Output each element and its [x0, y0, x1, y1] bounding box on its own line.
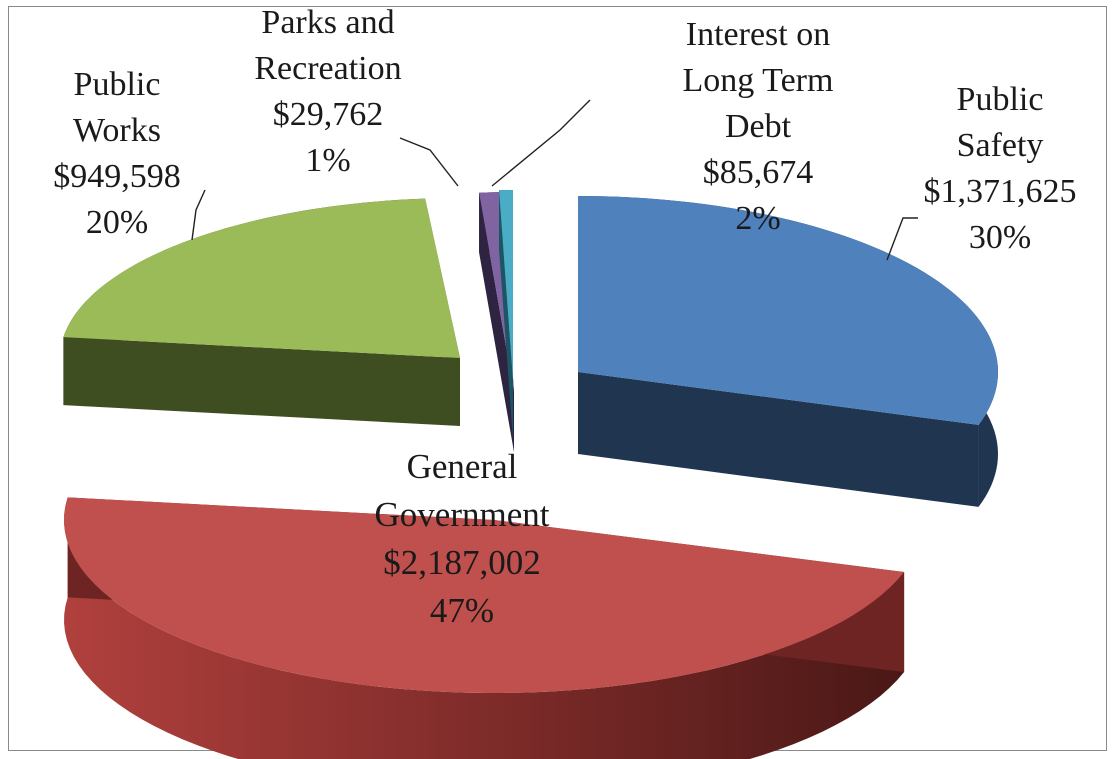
pie-slice-top-2 — [64, 497, 905, 693]
pie-slice-top-3 — [63, 198, 460, 358]
pie-slice-1 — [578, 196, 998, 507]
slice-name-line: Safety — [957, 127, 1044, 164]
slice-label-5: Interest on Long Term Debt $85,674 2% — [683, 16, 834, 237]
pie-slice-top-4 — [479, 192, 514, 392]
slice-percent-label: 20% — [86, 204, 148, 241]
pie-slice-top-1 — [578, 196, 998, 425]
slice-value-label: $2,187,002 — [383, 543, 541, 582]
leader-line-5 — [491, 99, 591, 187]
leader-line-1 — [886, 217, 918, 261]
slice-name-line: Recreation — [254, 50, 401, 87]
slice-value-label: $85,674 — [703, 154, 814, 191]
slice-label-3: Public Works $949,598 20% — [53, 66, 181, 241]
pie-slice-2 — [64, 497, 905, 759]
slice-value-label: $29,762 — [273, 96, 384, 133]
pie-slice-wall-4-1 — [479, 192, 514, 453]
slice-name-line: General — [407, 447, 518, 486]
slice-name-line: Parks and — [261, 4, 394, 41]
slice-percent-label: 2% — [735, 200, 780, 237]
pie-slice-wall-5-1 — [499, 190, 513, 440]
pie-slice-3 — [63, 198, 460, 426]
slice-name-line: Government — [375, 495, 550, 534]
slice-name-line: Works — [73, 112, 161, 149]
slice-percent-label: 30% — [969, 219, 1031, 256]
leader-line-4 — [399, 137, 459, 187]
slice-name-line: Long Term — [683, 62, 834, 99]
slice-value-label: $1,371,625 — [924, 173, 1077, 210]
pie-slice-wall-3-1 — [63, 337, 460, 426]
slice-name-line: Public — [74, 66, 161, 103]
pie-slice-side-2 — [64, 497, 905, 759]
leader-line-3 — [191, 189, 206, 241]
slice-name-line: Interest on — [686, 16, 830, 53]
slice-label-1: Public Safety $1,371,625 30% — [924, 81, 1077, 256]
slice-percent-label: 47% — [430, 591, 494, 630]
slice-value-label: $949,598 — [53, 158, 181, 195]
pie-slice-top-5 — [499, 190, 513, 380]
slice-label-4: Parks and Recreation $29,762 1% — [254, 4, 401, 179]
pie-slice-5 — [499, 190, 513, 440]
slice-label-2: General Government $2,187,002 47% — [375, 447, 550, 630]
pie-slice-wall-1-2 — [578, 372, 979, 507]
slice-percent-label: 1% — [305, 142, 350, 179]
slice-name-line: Public — [957, 81, 1044, 118]
slice-name-line: Debt — [725, 108, 792, 145]
